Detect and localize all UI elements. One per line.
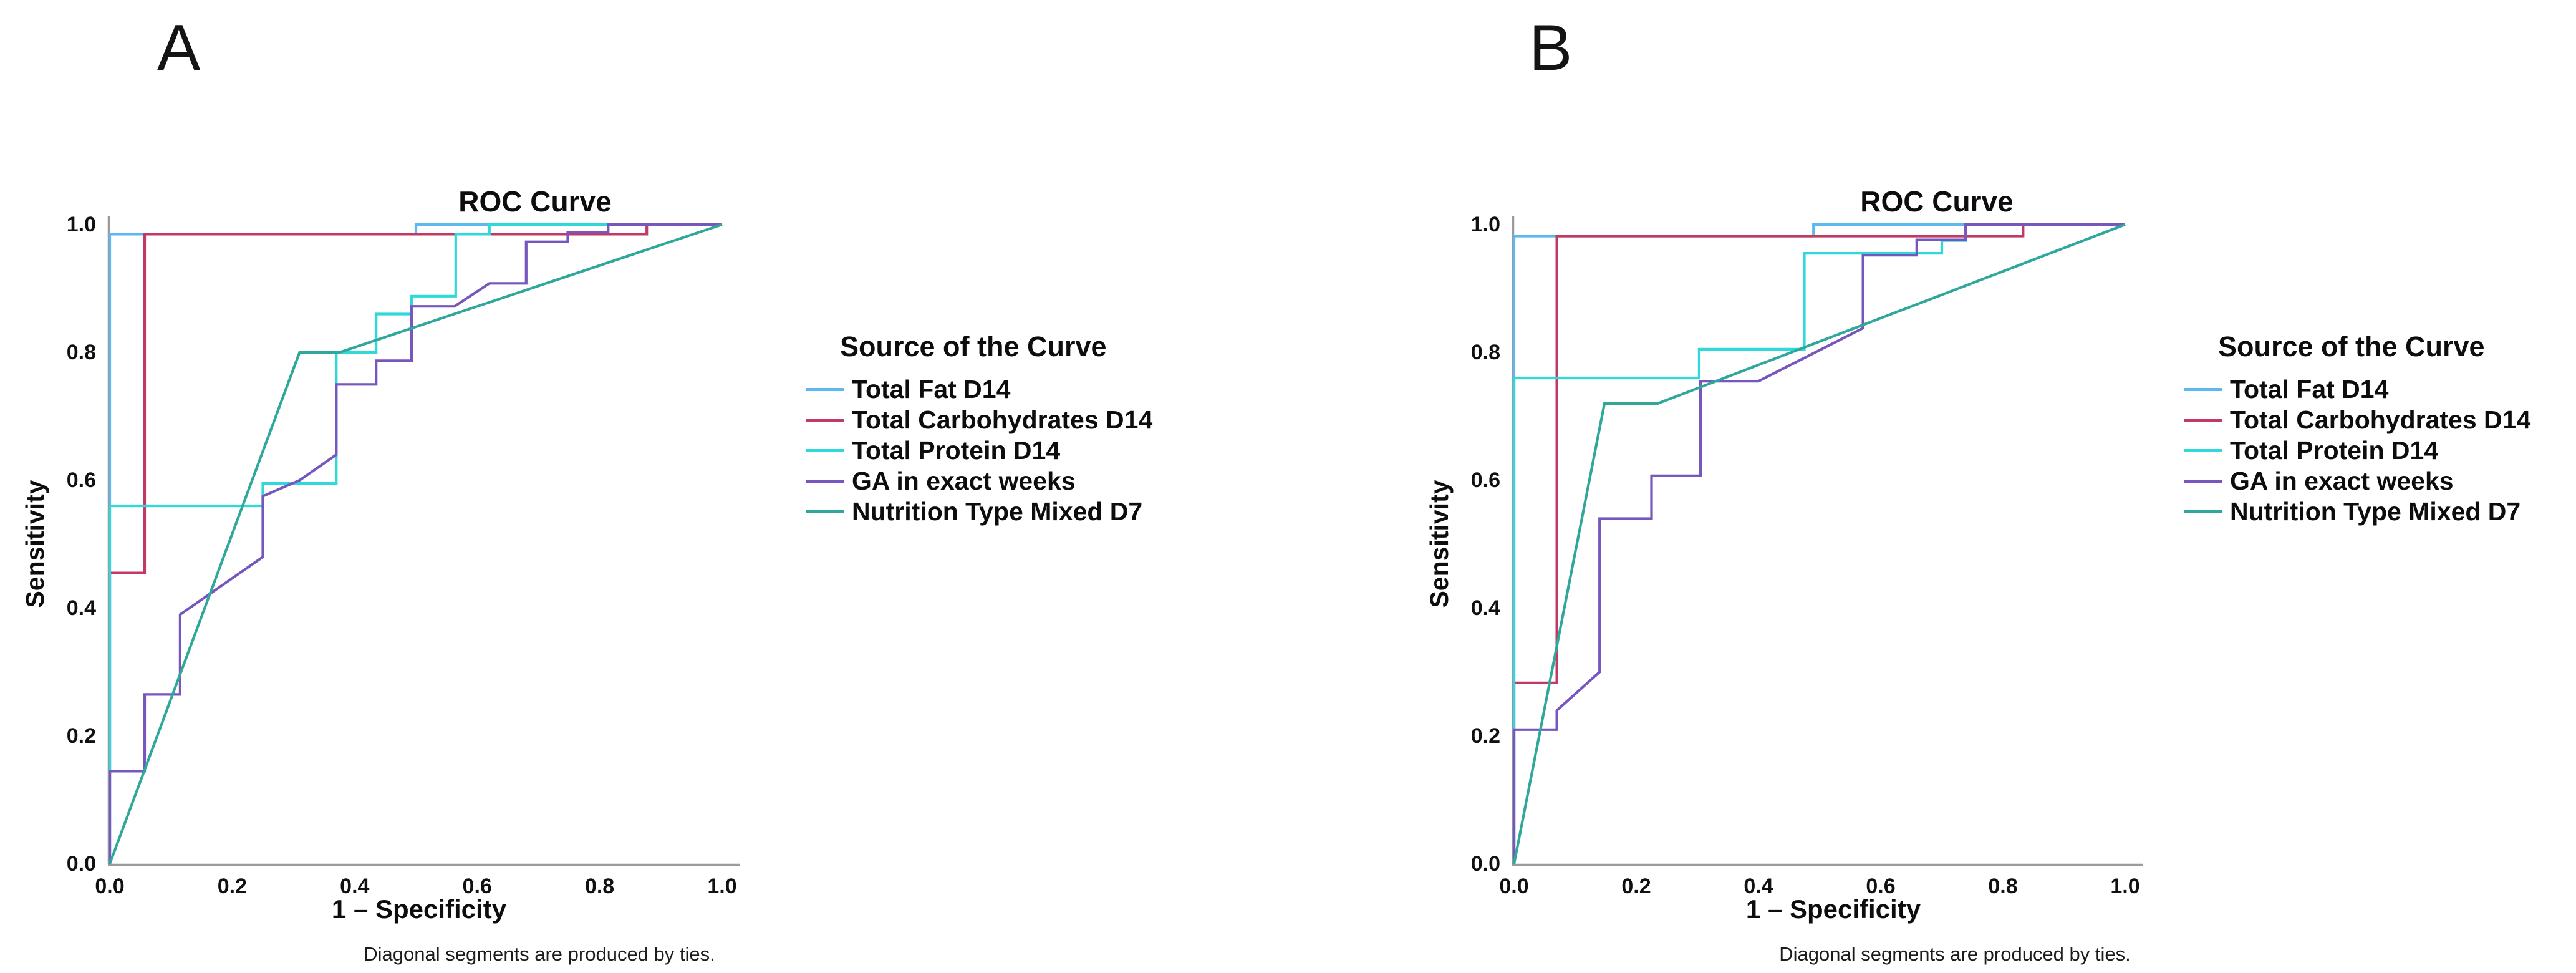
legend-item-label: Total Carbohydrates D14 <box>2230 405 2531 434</box>
roc-curve-nutrition-type-mixed-d7 <box>109 223 723 864</box>
roc-curve-total-carbohydrates-d14 <box>108 223 722 864</box>
legend-item-label: GA in exact weeks <box>852 467 1076 495</box>
legend-swatch-total-protein-d14 <box>2184 449 2222 452</box>
y-tick-label: 0.0 <box>1470 852 1500 876</box>
legend-swatch-total-fat-d14 <box>2184 388 2222 391</box>
x-tick-label: 0.6 <box>1866 874 1896 898</box>
roc-curve-nutrition-type-mixed-d7 <box>1512 223 2126 864</box>
legend-item-label: Total Carbohydrates D14 <box>852 405 1153 434</box>
legend-title: Source of the Curve <box>2218 331 2485 362</box>
y-tick-label: 0.2 <box>66 724 96 748</box>
legend-item-label: Total Protein D14 <box>852 436 1061 465</box>
x-tick-label: 0.0 <box>95 874 125 898</box>
x-tick-label: 0.4 <box>340 874 370 898</box>
legend-item-label: Total Fat D14 <box>2230 375 2389 404</box>
legend-item-label: Nutrition Type Mixed D7 <box>852 497 1143 526</box>
y-tick-label: 0.4 <box>66 596 96 620</box>
x-axis-label: 1 – Specificity <box>331 894 507 924</box>
legend-swatch-total-carbohydrates-d14 <box>806 419 844 422</box>
roc-curve-total-fat-d14 <box>1512 223 2125 864</box>
legend-swatch-ga-in-exact-weeks <box>806 480 844 483</box>
chart-footnote: Diagonal segments are produced by ties. <box>1779 943 2131 965</box>
y-tick-label: 0.2 <box>1470 724 1500 748</box>
legend-swatch-nutrition-type-mixed-d7 <box>2184 510 2222 513</box>
legend-item-label: Nutrition Type Mixed D7 <box>2230 497 2521 526</box>
x-tick-label: 0.8 <box>584 874 615 898</box>
roc-curve-total-protein-d14 <box>1512 223 2125 864</box>
legend-item-label: Total Protein D14 <box>2230 436 2439 465</box>
legend-swatch-ga-in-exact-weeks <box>2184 480 2222 483</box>
y-tick-label: 0.8 <box>1470 341 1500 364</box>
y-tick-label: 1.0 <box>1470 213 1500 236</box>
legend-item-label: GA in exact weeks <box>2230 467 2454 495</box>
legend-swatch-nutrition-type-mixed-d7 <box>806 510 844 513</box>
roc-curve-total-fat-d14 <box>108 223 722 864</box>
roc-plot-area <box>107 216 740 866</box>
legend-item-label: Total Fat D14 <box>852 375 1011 404</box>
x-tick-label: 1.0 <box>707 874 737 898</box>
x-tick-label: 0.6 <box>462 874 492 898</box>
y-tick-label: 0.8 <box>66 341 96 364</box>
y-tick-label: 1.0 <box>66 213 96 236</box>
y-tick-label: 0.0 <box>66 852 96 876</box>
roc-curve-total-protein-d14 <box>108 223 722 864</box>
panel-letter: A <box>157 12 201 84</box>
roc-curve-ga-in-exact-weeks <box>1512 223 2125 864</box>
panel-letter: B <box>1529 12 1573 84</box>
x-tick-label: 0.4 <box>1744 874 1773 898</box>
legend-swatch-total-protein-d14 <box>806 449 844 452</box>
x-tick-label: 1.0 <box>2110 874 2140 898</box>
chart-title: ROC Curve <box>1860 185 2014 218</box>
legend-swatch-total-fat-d14 <box>806 388 844 391</box>
x-tick-label: 0.2 <box>1621 874 1651 898</box>
x-tick-label: 0.8 <box>1988 874 2018 898</box>
y-tick-label: 0.6 <box>1470 468 1500 492</box>
chart-footnote: Diagonal segments are produced by ties. <box>364 943 715 965</box>
roc-curve-ga-in-exact-weeks <box>108 223 722 864</box>
y-tick-label: 0.6 <box>66 468 96 492</box>
y-tick-label: 0.4 <box>1470 596 1500 620</box>
chart-title: ROC Curve <box>458 185 612 218</box>
legend-title: Source of the Curve <box>840 331 1107 362</box>
x-tick-label: 0.0 <box>1499 874 1529 898</box>
roc-curve-total-carbohydrates-d14 <box>1512 223 2125 864</box>
x-tick-label: 0.2 <box>217 874 248 898</box>
x-axis-label: 1 – Specificity <box>1745 894 1921 924</box>
legend-swatch-total-carbohydrates-d14 <box>2184 419 2222 422</box>
roc-plot-area <box>1512 216 2143 866</box>
